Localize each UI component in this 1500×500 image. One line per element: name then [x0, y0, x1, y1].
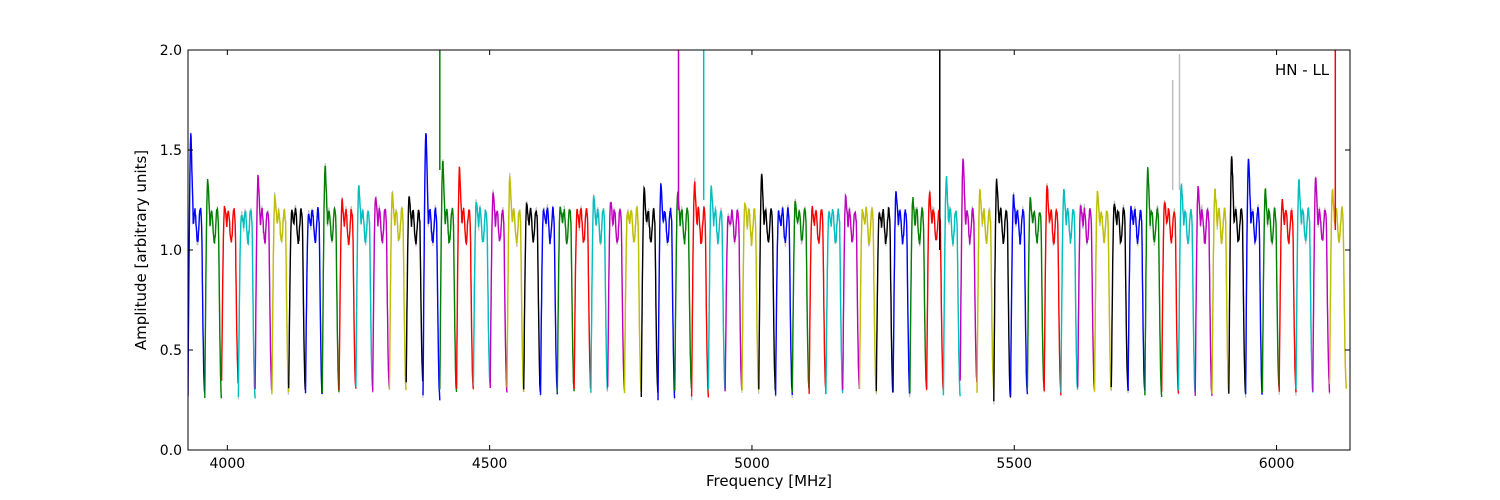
band-series-line: [1177, 182, 1196, 392]
band-series-line: [506, 176, 525, 393]
band-series-line: [623, 206, 642, 394]
band-series-line: [825, 208, 844, 395]
band-series-line: [338, 198, 357, 391]
band-series-line: [690, 181, 710, 398]
band-series-line: [1043, 185, 1062, 396]
x-tick-label: 4000: [210, 456, 246, 472]
band-series-line: [220, 205, 240, 384]
band-series-line: [1211, 188, 1230, 394]
band-series-line: [1127, 206, 1146, 392]
band-series-line: [1161, 201, 1180, 394]
band-series-line: [791, 200, 810, 393]
band-series-line: [1278, 198, 1297, 393]
band-series-line: [271, 194, 290, 394]
band-series-line: [875, 206, 894, 393]
band-series-line: [925, 191, 945, 391]
band-series-line: [590, 195, 609, 393]
band-series-line: [355, 185, 374, 390]
band-series-line: [1110, 203, 1129, 391]
band-series-line: [758, 173, 777, 391]
band-series-line: [1312, 177, 1331, 393]
y-axis-label: Amplitude [arbitrary units]: [132, 150, 150, 350]
band-series-line: [1060, 188, 1079, 393]
x-tick-label: 6000: [1259, 456, 1295, 472]
y-tick-label: 0.0: [160, 443, 182, 459]
band-series-line: [204, 179, 223, 399]
band-series-line: [741, 201, 760, 391]
band-series-line: [539, 206, 558, 395]
band-series-line: [942, 175, 961, 397]
band-series-line: [1228, 156, 1247, 394]
band-series-line: [422, 132, 441, 401]
band-series-line: [388, 192, 407, 391]
band-series-line: [1093, 190, 1112, 392]
band-series-line: [657, 183, 676, 401]
band-series-line: [976, 188, 995, 393]
band-series-line: [237, 209, 256, 399]
band-series-line: [1009, 194, 1029, 396]
channel-annotation: HN - LL: [1275, 61, 1330, 79]
x-tick-label: 5000: [734, 456, 770, 472]
y-tick-label: 1.5: [160, 143, 182, 159]
band-series-line: [1077, 205, 1096, 390]
band-series-line: [489, 192, 508, 393]
band-series-line: [909, 196, 928, 393]
x-tick-label: 4500: [472, 456, 508, 472]
band-series-line: [288, 207, 306, 391]
band-series-line: [607, 202, 626, 391]
ticks-layer: 4000 4500 5000 5500 6000 0.0 0.5 1.0 1.5 2.0: [160, 43, 1350, 472]
band-series-line: [573, 207, 592, 390]
band-series-line: [405, 196, 424, 383]
band-series-line: [1261, 187, 1280, 393]
band-series-line: [1026, 197, 1045, 391]
band-series-line: [858, 207, 877, 393]
series-layer: [188, 50, 1347, 405]
band-series-line: [523, 201, 542, 393]
band-series-line: [455, 166, 475, 390]
band-series-line: [707, 185, 726, 390]
x-axis-label: Frequency [MHz]: [706, 472, 832, 490]
band-series-line: [304, 207, 323, 395]
band-series-line: [1244, 159, 1264, 395]
x-tick-label: 5500: [996, 456, 1032, 472]
band-series-line: [188, 133, 206, 397]
band-series-line: [321, 165, 340, 394]
band-series-line: [842, 192, 861, 390]
band-series-line: [1194, 185, 1213, 396]
band-series-line: [724, 209, 743, 392]
band-series-line: [674, 191, 693, 392]
y-tick-label: 0.5: [160, 343, 182, 359]
band-series-line: [472, 201, 491, 386]
band-series-line: [774, 207, 793, 396]
band-series-line: [439, 160, 458, 392]
y-tick-label: 1.0: [160, 243, 182, 259]
band-series-line: [808, 206, 827, 395]
band-series-line: [959, 158, 978, 383]
band-series-line: [1328, 187, 1347, 389]
band-series-line: [892, 191, 911, 394]
y-tick-label: 2.0: [160, 43, 182, 59]
band-series-line: [1144, 167, 1163, 397]
band-series-line: [556, 206, 575, 393]
band-series-line: [993, 178, 1012, 402]
band-series-line: [1295, 178, 1314, 393]
band-series-line: [640, 185, 659, 398]
band-series-line: [372, 196, 391, 392]
band-series-line: [254, 174, 273, 390]
